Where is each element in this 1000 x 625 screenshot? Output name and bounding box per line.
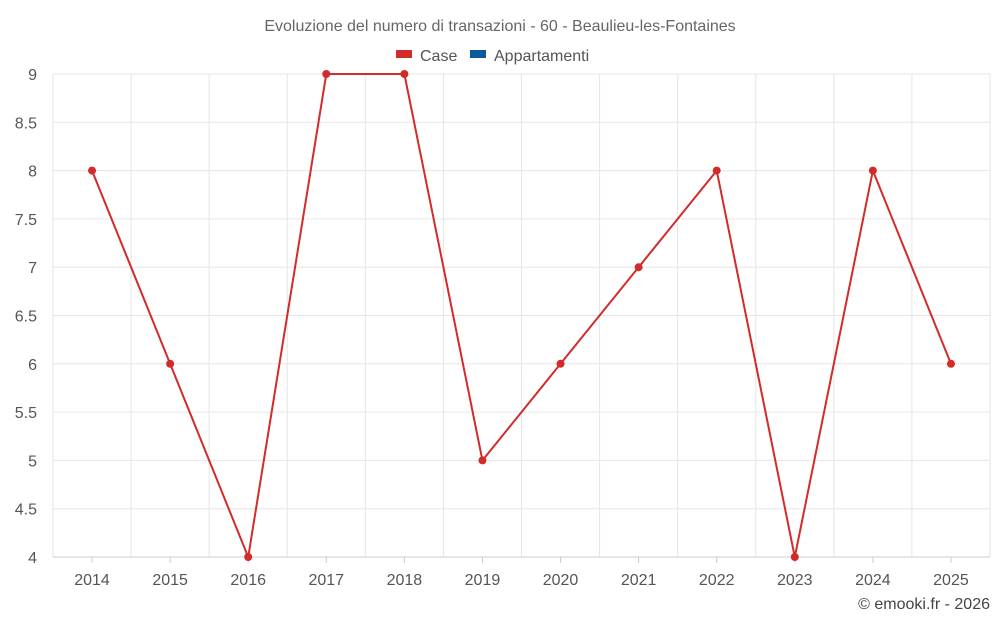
- data-point-case[interactable]: [556, 359, 565, 368]
- x-tick-label: 2019: [465, 572, 501, 589]
- x-tick-label: 2014: [74, 572, 110, 589]
- legend-item-case[interactable]: Case: [396, 48, 457, 65]
- data-point-case[interactable]: [400, 70, 409, 78]
- y-tick-label: 8: [28, 164, 37, 181]
- x-tick-label: 2017: [308, 572, 344, 589]
- credit-text: © emooki.fr - 2026: [858, 596, 990, 613]
- data-point-case[interactable]: [166, 359, 175, 368]
- y-tick-label: 4: [28, 550, 37, 567]
- x-tick-label: 2018: [387, 572, 423, 589]
- x-tick-label: 2025: [933, 572, 969, 589]
- series-line-case: [91, 73, 952, 558]
- data-point-case[interactable]: [790, 553, 799, 561]
- axes: 4 4.5 5 5.5 6 6.5 7 7.5 8 8.5 9 2014 2015 2016 2017 201…: [15, 67, 990, 589]
- y-tick-label: 9: [28, 67, 37, 84]
- data-point-case[interactable]: [712, 166, 721, 175]
- legend-label-appartamenti[interactable]: Appartamenti: [494, 48, 589, 65]
- legend[interactable]: Case Appartamenti: [396, 48, 589, 65]
- y-tick-label: 5: [28, 453, 37, 470]
- x-tick-label: 2020: [543, 572, 579, 589]
- data-point-case[interactable]: [244, 553, 253, 561]
- data-point-case[interactable]: [88, 166, 97, 175]
- data-point-case[interactable]: [868, 166, 877, 175]
- grid: [52, 73, 991, 558]
- x-tick-label: 2015: [152, 572, 188, 589]
- x-tick-label: 2024: [855, 572, 891, 589]
- legend-swatch-case: [396, 50, 412, 58]
- data-point-case[interactable]: [478, 456, 487, 465]
- legend-item-appartamenti[interactable]: Appartamenti: [470, 48, 589, 65]
- y-tick-label: 7.5: [15, 212, 37, 229]
- legend-swatch-appartamenti: [470, 50, 486, 58]
- chart-title: Evoluzione del numero di transazioni - 6…: [264, 18, 735, 35]
- y-tick-label: 5.5: [15, 405, 37, 422]
- y-tick-label: 4.5: [15, 502, 37, 519]
- data-point-case[interactable]: [322, 70, 331, 78]
- y-tick-label: 6: [28, 357, 37, 374]
- y-tick-label: 6.5: [15, 309, 37, 326]
- y-tick-label: 7: [28, 260, 37, 277]
- y-tick-label: 8.5: [15, 115, 37, 132]
- x-tick-label: 2023: [777, 572, 813, 589]
- legend-label-case[interactable]: Case: [420, 48, 457, 65]
- x-tick-label: 2016: [230, 572, 266, 589]
- data-point-case[interactable]: [946, 359, 955, 368]
- x-tick-label: 2022: [699, 572, 735, 589]
- series-layer: [88, 70, 955, 561]
- x-tick-label: 2021: [621, 572, 657, 589]
- data-point-case[interactable]: [634, 263, 643, 272]
